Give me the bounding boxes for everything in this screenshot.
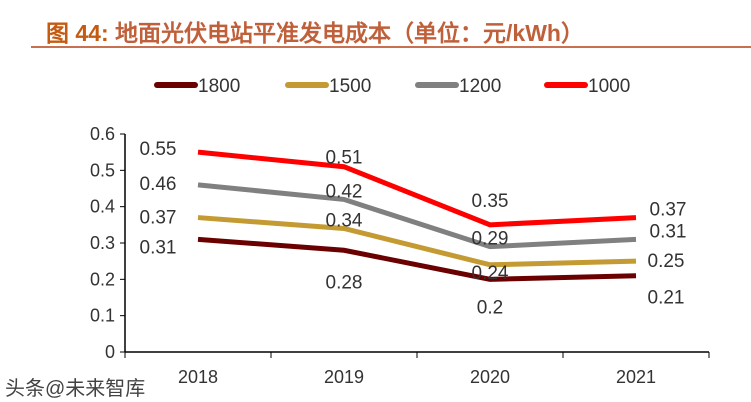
y-tick-label: 0: [105, 342, 115, 362]
data-label-1500: 0.25: [648, 251, 685, 272]
y-tick-label: 0.1: [90, 306, 115, 326]
data-label-1200: 0.42: [326, 181, 363, 202]
data-label-1200: 0.46: [140, 174, 177, 195]
legend-label-1800: 1800: [198, 76, 240, 97]
y-tick-label: 0.4: [90, 197, 115, 217]
data-label-1500: 0.34: [326, 210, 363, 231]
figure-number: 图 44:: [46, 20, 109, 46]
data-label-1000: 0.55: [140, 139, 177, 160]
series-line-1500: [197, 215, 637, 268]
data-label-1500: 0.37: [140, 208, 177, 229]
y-tick-label: 0.2: [90, 269, 115, 289]
series-line-1200: [197, 182, 637, 250]
y-tick-label: 0.6: [90, 124, 115, 144]
legend-label-1200: 1200: [459, 76, 501, 97]
x-tick-label: 2020: [470, 367, 510, 387]
data-label-1800: 0.28: [326, 272, 363, 293]
data-label-1000: 0.51: [326, 148, 363, 169]
y-tick-label: 0.5: [90, 160, 115, 180]
chart-title: 图 44: 地面光伏电站平准发电成本（单位：元/kWh）: [46, 14, 584, 48]
y-tick-label: 0.3: [90, 233, 115, 253]
series-line-1800: [197, 236, 637, 282]
series-line-1000: [197, 149, 637, 228]
title-text: 地面光伏电站平准发电成本（单位：元/kWh）: [115, 20, 584, 46]
data-label-1200: 0.29: [472, 229, 509, 250]
data-label-1000: 0.37: [650, 200, 687, 221]
title-underline: [31, 46, 751, 48]
watermark: 头条@未来智库: [5, 378, 146, 400]
data-label-1000: 0.35: [472, 191, 509, 212]
data-label-1200: 0.31: [650, 221, 687, 242]
x-tick-label: 2018: [178, 367, 218, 387]
x-tick-label: 2021: [616, 367, 656, 387]
data-label-1800: 0.21: [648, 288, 685, 309]
data-label-1800: 0.31: [140, 237, 177, 258]
legend-label-1500: 1500: [329, 76, 371, 97]
data-label-1500: 0.24: [472, 263, 509, 284]
data-label-1800: 0.2: [477, 297, 503, 318]
legend-label-1000: 1000: [588, 76, 630, 97]
x-tick-label: 2019: [324, 367, 364, 387]
